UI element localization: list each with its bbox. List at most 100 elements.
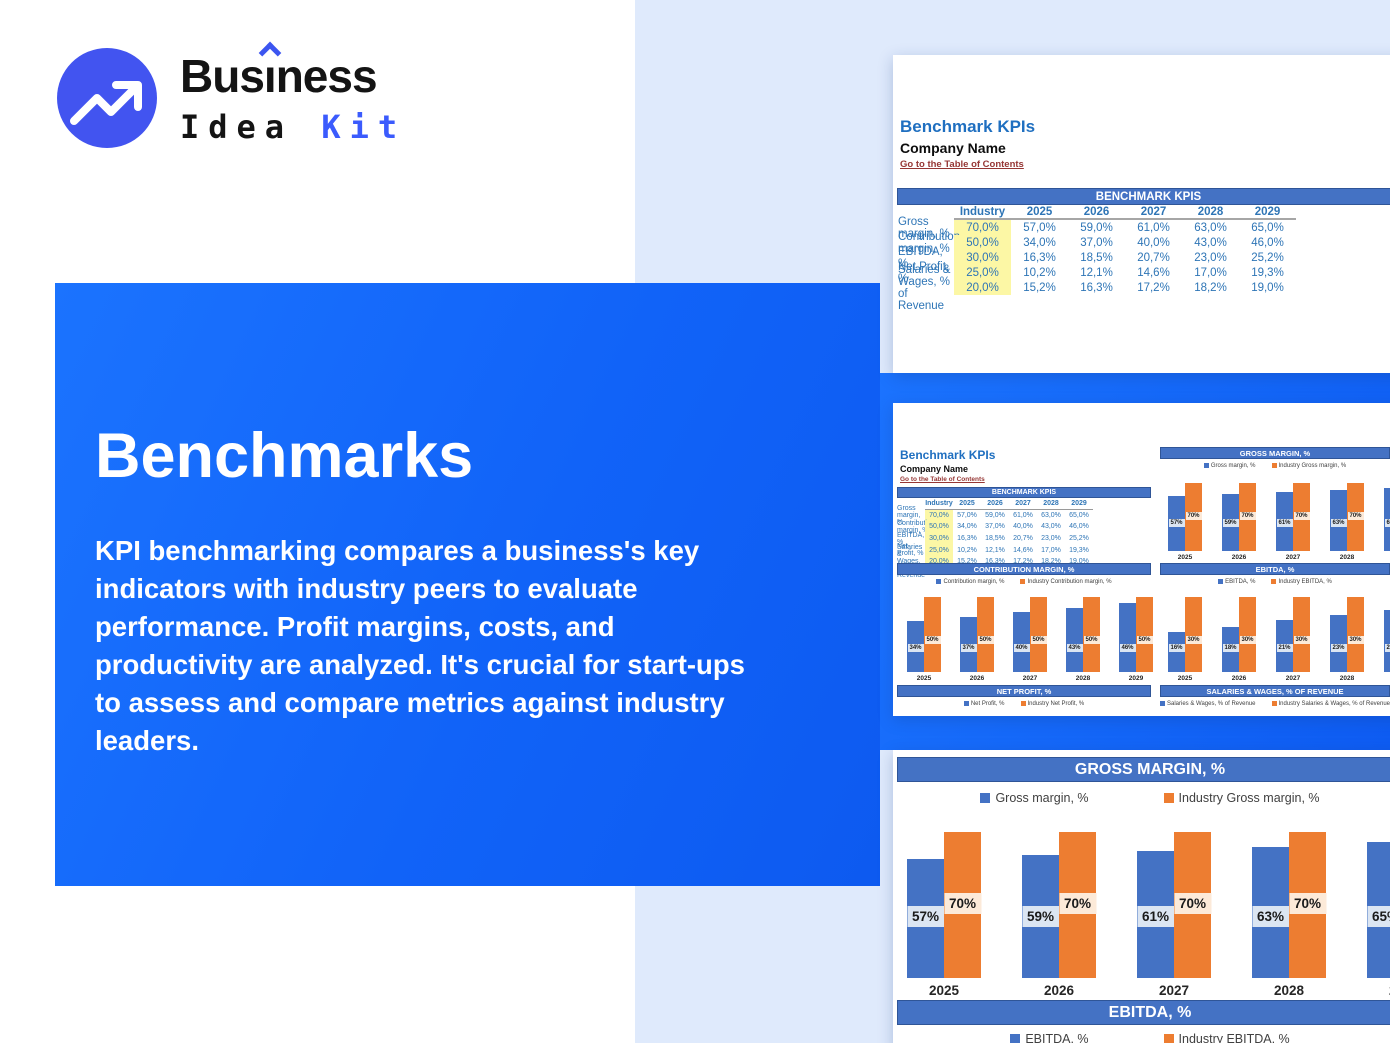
x-axis-label: 2027 xyxy=(1022,675,1038,682)
column-header: 2027 xyxy=(1125,205,1182,220)
brand-text: ness xyxy=(275,50,378,102)
year-value: 57,0% xyxy=(1023,221,1056,234)
brand-text: Bus xyxy=(180,50,265,102)
bar-value-label: 16% xyxy=(1168,644,1185,652)
brand-kit: Kit xyxy=(321,108,407,146)
year-value: 15,2% xyxy=(1023,281,1056,294)
legend-label: Industry Gross margin, % xyxy=(1278,462,1347,469)
year-value: 23,0% xyxy=(1041,535,1061,543)
bar-value-label: 59% xyxy=(1222,519,1239,527)
year-value: 17,0% xyxy=(1194,266,1227,279)
year-value: 19,0% xyxy=(1069,558,1089,566)
column-header: 2026 xyxy=(1068,205,1125,220)
year-value: 37,0% xyxy=(1080,236,1113,249)
column-header: Industry xyxy=(925,498,953,510)
legend-swatch-orange xyxy=(1271,463,1277,468)
year-value: 19,3% xyxy=(1069,546,1089,554)
industry-bar xyxy=(1347,597,1364,672)
industry-value: 50,0% xyxy=(925,521,953,533)
contribution-margin-mini-chart: CONTRIBUTION MARGIN, % Contribution marg… xyxy=(897,563,1153,687)
industry-bar xyxy=(1239,597,1256,672)
page-description: KPI benchmarking compares a business's k… xyxy=(95,535,745,756)
chart-legend: Net Profit, % Industry Net Profit, % xyxy=(897,699,1151,708)
column-header: 2027 xyxy=(1009,498,1037,510)
year-value: 12,1% xyxy=(1080,266,1113,279)
bar-value-label: 37% xyxy=(960,644,977,652)
legend-swatch-blue xyxy=(1203,463,1209,468)
year-value: 18,2% xyxy=(1041,558,1061,566)
year-value: 15,2% xyxy=(957,558,977,566)
legend-label: Industry Net Profit, % xyxy=(1027,700,1085,707)
column-header: Industry xyxy=(954,205,1011,220)
table-title-bar: BENCHMARK KPIS xyxy=(897,487,1151,498)
legend-swatch-orange xyxy=(1163,1034,1174,1043)
industry-value: 70,0% xyxy=(925,509,953,522)
year-value: 57,0% xyxy=(957,511,977,519)
benchmark-kpi-table-mini: BENCHMARK KPIS Industry 2025 2026 2027 2028 2… xyxy=(897,487,1151,579)
industry-value: 20,0% xyxy=(954,280,1011,295)
chart-title: EBITDA, % xyxy=(1160,563,1390,575)
industry-bar xyxy=(1030,597,1047,672)
legend-swatch-orange xyxy=(1020,701,1026,706)
year-value: 20,7% xyxy=(1137,251,1170,264)
year-value: 16,3% xyxy=(985,558,1005,566)
year-value: 18,5% xyxy=(985,535,1005,543)
bar-value-label: 34% xyxy=(907,644,924,652)
bar-value-label: 61% xyxy=(1276,519,1293,527)
year-value: 40,0% xyxy=(1137,236,1170,249)
bar-value-label: 59% xyxy=(1021,906,1060,927)
company-name: Company Name xyxy=(900,140,1006,156)
table-of-contents-link[interactable]: Go to the Table of Contents xyxy=(900,159,1024,170)
year-value: 46,0% xyxy=(1251,236,1284,249)
chart-legend: EBITDA, % Industry EBITDA, % xyxy=(1160,577,1390,586)
column-header: 2028 xyxy=(1182,205,1239,220)
year-value: 12,1% xyxy=(985,546,1005,554)
table-row: Gross margin, % 70,0% 57,0% 59,0% 61,0% 63,0%… xyxy=(897,216,1390,240)
table-row: EBITDA, % 30,0% 16,3% 18,5% 20,7% 23,0% 25,2% xyxy=(897,532,1151,546)
year-value: 43,0% xyxy=(1194,236,1227,249)
x-axis-label: 2025 xyxy=(916,675,932,682)
year-value: 34,0% xyxy=(957,523,977,531)
bar-value-label: 43% xyxy=(1066,644,1083,652)
legend-label: Industry EBITDA, % xyxy=(1178,1032,1290,1043)
year-value: 23,0% xyxy=(1194,251,1227,264)
legend-swatch-blue xyxy=(980,793,991,803)
bar-value-label: 30% xyxy=(1239,636,1256,644)
bar-value-label: 70% xyxy=(1058,893,1097,914)
sheet-title: Benchmark KPIs xyxy=(900,117,1036,136)
ebitda-mini-chart: EBITDA, % EBITDA, % Industry EBITDA, % 1… xyxy=(1160,563,1390,687)
year-value: 16,3% xyxy=(1080,281,1113,294)
year-value: 65,0% xyxy=(1069,511,1089,519)
year-value: 61,0% xyxy=(1137,221,1170,234)
bar-value-label: 18% xyxy=(1222,644,1239,652)
year-value: 61,0% xyxy=(1013,511,1033,519)
table-of-contents-link[interactable]: Go to the Table of Contents xyxy=(900,476,985,483)
chart-plot: 16% 30% 2025 18% 30% 2026 21% 30% 2027 23% 30% 2028… xyxy=(1160,589,1390,682)
industry-bar xyxy=(1293,597,1310,672)
table-row: Contribution margin, % 50,0% 34,0% 37,0% 40,… xyxy=(897,231,1390,255)
year-value: 37,0% xyxy=(985,523,1005,531)
brand-idea: Idea xyxy=(180,108,294,146)
chart-plot: 34% 50% 2025 37% 50% 2026 40% 50% 2027 43% 50% 2028… xyxy=(897,589,1153,682)
column-header: 2028 xyxy=(1037,498,1065,510)
company-name: Company Name xyxy=(900,464,969,474)
industry-bar xyxy=(1136,597,1153,672)
table-header-row: Industry 2025 2026 2027 2028 2029 xyxy=(897,498,1151,510)
page-title: Benchmarks xyxy=(95,421,474,491)
column-header: 2029 xyxy=(1065,498,1093,510)
brand-wordmark: Busi ness Idea Kit xyxy=(180,41,407,146)
year-value: 65,0% xyxy=(1251,221,1284,234)
year-value: 14,6% xyxy=(1137,266,1170,279)
x-axis-label: 2025 xyxy=(1177,675,1193,682)
bar-value-label: 70% xyxy=(1288,893,1327,914)
bar-value-label: 25% xyxy=(1384,644,1390,652)
bar-value-label: 65% xyxy=(1384,519,1390,527)
company-bar xyxy=(1013,612,1030,672)
company-bar xyxy=(1119,603,1136,672)
column-header: 2029 xyxy=(1239,205,1296,220)
company-bar xyxy=(1384,609,1390,672)
year-value: 59,0% xyxy=(1080,221,1113,234)
bar-value-label: 50% xyxy=(977,636,994,644)
